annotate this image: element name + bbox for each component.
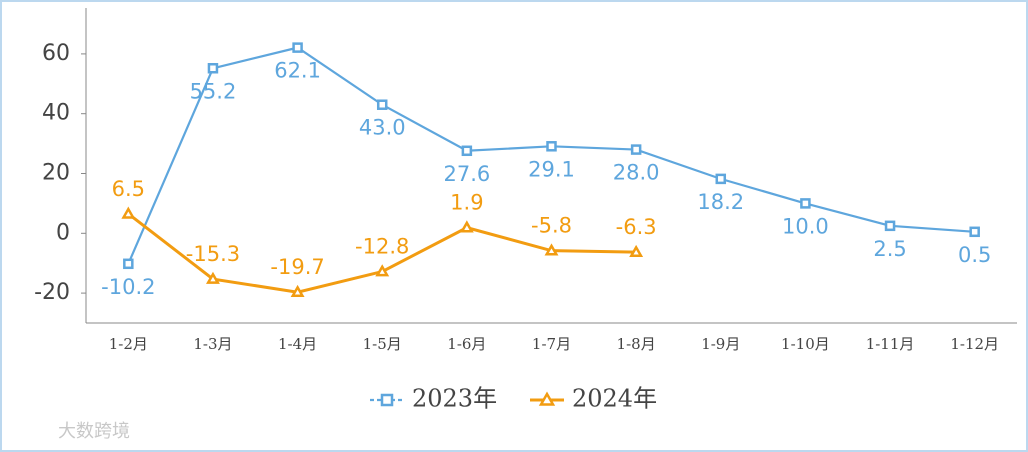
point	[715, 173, 727, 185]
data-label: 27.6	[443, 162, 490, 186]
x-tick-label: 1-3月	[193, 335, 232, 353]
y-tick-label: 60	[42, 41, 70, 66]
data-label: -10.2	[101, 275, 155, 299]
point	[800, 198, 811, 209]
x-tick-label: 1-9月	[701, 335, 740, 353]
data-label: 18.2	[697, 190, 744, 214]
legend-marker	[538, 391, 556, 406]
watermark: 大数跨境	[58, 421, 130, 442]
x-tick-label: 1-8月	[617, 335, 656, 353]
point	[207, 63, 219, 74]
point	[376, 99, 388, 110]
x-tick-label: 1-7月	[532, 335, 571, 353]
point	[206, 271, 220, 284]
y-tick-label: 20	[42, 161, 70, 186]
x-tick-label: 1-11月	[866, 335, 915, 353]
data-label: -15.3	[186, 242, 240, 266]
data-label: 62.1	[274, 59, 321, 83]
data-label: 0.5	[958, 243, 991, 267]
point	[123, 258, 134, 270]
data-label: 2.5	[873, 237, 906, 261]
point	[629, 244, 644, 257]
x-tick-label: 1-12月	[950, 335, 999, 353]
point	[461, 145, 473, 157]
y-tick-label: 40	[42, 101, 70, 126]
data-label: 1.9	[450, 191, 483, 215]
y-tick-label: -20	[34, 280, 70, 305]
x-tick-label: 1-5月	[363, 335, 402, 353]
data-label: 28.0	[613, 161, 660, 185]
x-tick-label: 1-6月	[447, 335, 486, 353]
legend-label: 2024年	[572, 385, 657, 413]
data-label: 29.1	[528, 157, 575, 181]
data-label: -12.8	[355, 235, 409, 259]
point	[630, 144, 642, 155]
legend-label: 2023年	[412, 385, 497, 413]
data-label: -19.7	[270, 255, 324, 279]
point	[459, 220, 474, 233]
data-label: -5.8	[531, 214, 572, 238]
legend-marker	[380, 393, 394, 407]
data-label: 6.5	[112, 177, 145, 201]
x-tick-label: 1-4月	[278, 335, 317, 353]
point	[121, 206, 136, 219]
point	[375, 264, 390, 277]
point	[544, 243, 559, 256]
data-label: 55.2	[190, 79, 237, 103]
point	[546, 141, 557, 152]
point	[884, 220, 896, 232]
x-tick-label: 1-2月	[109, 335, 148, 353]
data-label: 43.0	[359, 116, 406, 140]
point	[292, 42, 303, 53]
point	[969, 226, 980, 238]
x-tick-label: 1-10月	[781, 335, 830, 353]
y-tick-label: 0	[56, 220, 70, 245]
data-label: 10.0	[782, 214, 829, 238]
data-label: -6.3	[616, 215, 657, 239]
point	[290, 284, 305, 298]
